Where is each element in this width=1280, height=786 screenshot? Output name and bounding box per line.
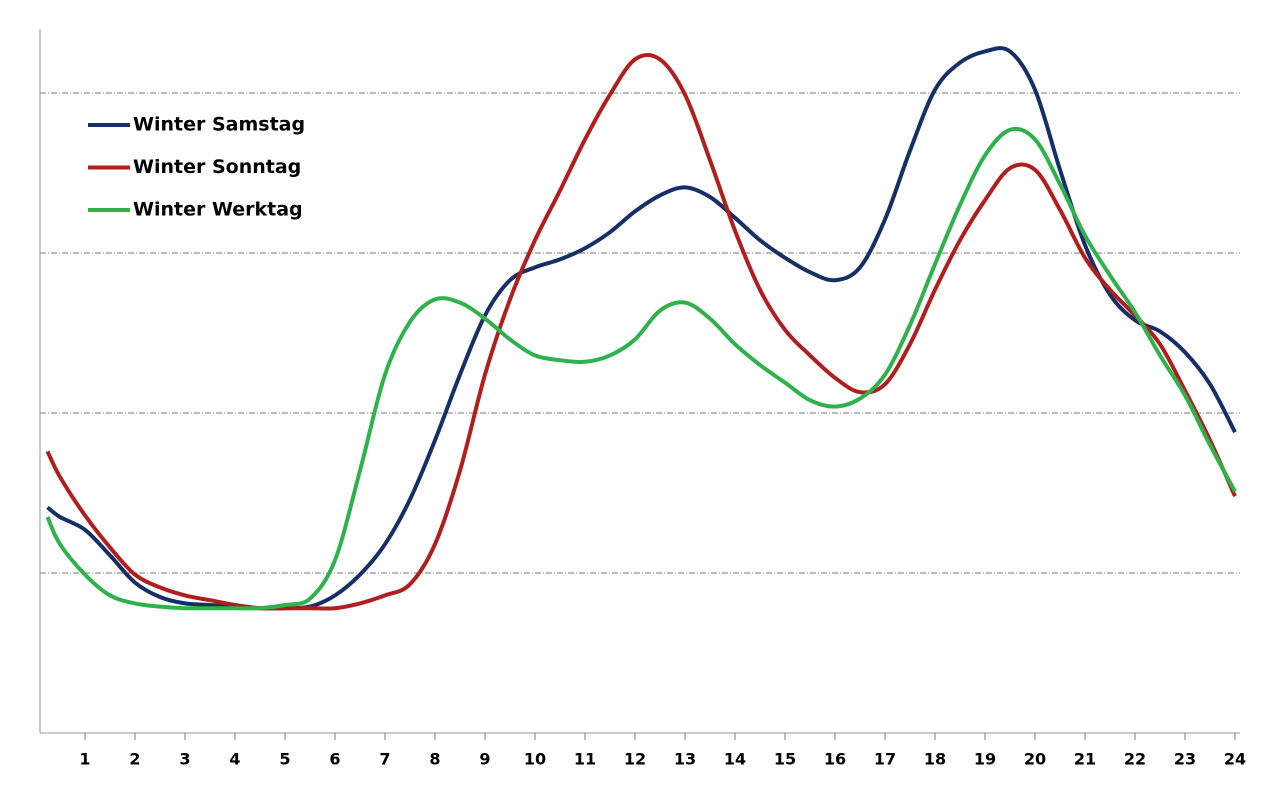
x-tick-label: 5 — [279, 750, 290, 769]
x-tick-label: 7 — [379, 750, 390, 769]
x-tick-label: 8 — [429, 750, 440, 769]
x-tick-label: 11 — [574, 750, 596, 769]
x-tick-label: 2 — [129, 750, 140, 769]
x-tick-label: 14 — [724, 750, 746, 769]
series-line — [45, 126, 1237, 611]
x-tick-label: 10 — [524, 750, 546, 769]
x-tick-label: 12 — [624, 750, 646, 769]
legend-label: Winter Sonntag — [133, 156, 301, 178]
x-tick-label: 1 — [79, 750, 90, 769]
x-tick-label: 18 — [924, 750, 946, 769]
x-tick-label: 6 — [329, 750, 340, 769]
x-tick-label: 4 — [229, 750, 240, 769]
x-tick-label: 17 — [874, 750, 896, 769]
x-tick-label: 13 — [674, 750, 696, 769]
x-tick-label: 22 — [1124, 750, 1146, 769]
series-line — [45, 53, 1237, 611]
x-tick-label: 16 — [824, 750, 846, 769]
x-tick-label: 15 — [774, 750, 796, 769]
x-tick-label: 9 — [479, 750, 490, 769]
x-tick-label: 3 — [179, 750, 190, 769]
legend-label: Winter Werktag — [133, 199, 303, 221]
legend-label: Winter Samstag — [133, 114, 305, 136]
x-tick-label: 23 — [1174, 750, 1196, 769]
x-tick-label: 19 — [974, 750, 996, 769]
x-tick-label: 21 — [1074, 750, 1096, 769]
x-tick-label: 20 — [1024, 750, 1046, 769]
x-tick-label: 24 — [1224, 750, 1246, 769]
